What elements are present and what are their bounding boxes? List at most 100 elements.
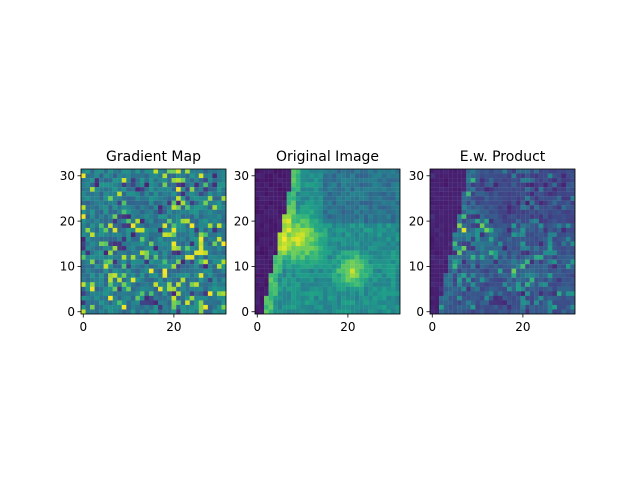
heatmap-cell	[516, 264, 521, 269]
heatmap-cell	[130, 227, 136, 233]
heatmap-cell	[268, 205, 274, 210]
heatmap-cell	[130, 200, 136, 206]
heatmap-cell	[363, 291, 369, 297]
heatmap-cell	[259, 304, 265, 310]
heatmap-cell	[313, 218, 319, 224]
heatmap-cell	[255, 182, 260, 188]
heatmap-cell	[547, 218, 553, 224]
heatmap-cell	[341, 218, 346, 224]
heatmap-cell	[268, 264, 274, 269]
heatmap-cell	[153, 264, 159, 269]
heatmap-cell	[470, 286, 476, 292]
heatmap-cell	[466, 218, 471, 224]
heatmap-cell	[457, 169, 462, 174]
heatmap-cell	[216, 223, 222, 229]
heatmap-cell	[511, 273, 517, 278]
heatmap-cell	[216, 205, 222, 210]
heatmap-cell	[395, 218, 401, 224]
heatmap-cell	[158, 209, 163, 215]
heatmap-cell	[443, 169, 449, 174]
heatmap-cell	[158, 268, 163, 274]
heatmap-cell	[313, 196, 319, 201]
heatmap-cell	[153, 259, 159, 265]
heatmap-cell	[547, 227, 553, 233]
heatmap-cell	[203, 255, 209, 260]
heatmap-cell	[207, 232, 213, 238]
heatmap-cell	[167, 205, 172, 210]
heatmap-cell	[148, 273, 154, 278]
heatmap-cell	[99, 273, 104, 278]
heatmap-cell	[121, 282, 127, 287]
heatmap-cell	[390, 205, 396, 210]
heatmap-cell	[529, 241, 535, 247]
heatmap-cell	[291, 241, 296, 247]
heatmap-cell	[322, 191, 328, 197]
heatmap-cell	[377, 255, 383, 260]
heatmap-cell	[430, 295, 435, 301]
heatmap-cell	[443, 209, 449, 215]
heatmap-cell	[268, 218, 274, 224]
heatmap-cell	[259, 191, 265, 197]
heatmap-cell	[359, 182, 364, 188]
heatmap-cell	[547, 200, 553, 206]
heatmap-cell	[148, 232, 154, 238]
heatmap-cell	[475, 304, 480, 310]
heatmap-cell	[354, 286, 360, 292]
heatmap-cell	[507, 182, 512, 188]
heatmap-cell	[94, 214, 100, 219]
heatmap-cell	[282, 214, 287, 219]
heatmap-cell	[176, 282, 181, 287]
heatmap-cell	[126, 304, 131, 310]
heatmap-cell	[99, 241, 104, 247]
heatmap-cell	[511, 182, 517, 188]
heatmap-cell	[117, 173, 122, 179]
heatmap-cell	[153, 246, 159, 251]
heatmap-cell	[207, 169, 213, 174]
heatmap-cell	[158, 282, 163, 287]
heatmap-cell	[484, 295, 490, 301]
heatmap-cell	[212, 196, 218, 201]
heatmap-cell	[534, 300, 539, 306]
heatmap-cell	[475, 173, 480, 179]
heatmap-cell	[538, 169, 544, 174]
heatmap-cell	[552, 173, 558, 179]
heatmap-cell	[457, 209, 462, 215]
heatmap-cell	[94, 291, 100, 297]
heatmap-cell	[295, 182, 301, 188]
heatmap-cell	[493, 250, 499, 256]
heatmap-cell	[126, 218, 131, 224]
heatmap-cell	[189, 169, 195, 174]
heatmap-cell	[461, 286, 467, 292]
heatmap-cell	[135, 173, 141, 179]
heatmap-cell	[295, 309, 301, 315]
heatmap-cell	[153, 209, 159, 215]
heatmap-cell	[547, 246, 553, 251]
heatmap-cell	[194, 282, 199, 287]
heatmap-cell	[103, 200, 109, 206]
heatmap-cell	[434, 205, 440, 210]
heatmap-cell	[318, 268, 324, 274]
heatmap-cell	[117, 223, 122, 229]
heatmap-cell	[318, 169, 324, 174]
heatmap-cell	[268, 259, 274, 265]
heatmap-cell	[167, 223, 172, 229]
heatmap-cell	[439, 227, 444, 233]
heatmap-cell	[282, 218, 287, 224]
heatmap-cell	[185, 236, 190, 242]
heatmap-cell	[144, 232, 150, 238]
heatmap-cell	[85, 173, 91, 179]
heatmap-cell	[520, 169, 526, 174]
heatmap-cell	[282, 295, 287, 301]
heatmap-cell	[507, 236, 512, 242]
heatmap-cell	[534, 255, 539, 260]
heatmap-cell	[273, 291, 278, 297]
heatmap-cell	[264, 196, 269, 201]
heatmap-cell	[345, 291, 351, 297]
heatmap-cell	[350, 191, 355, 197]
heatmap-cell	[207, 187, 213, 192]
heatmap-cell	[264, 304, 269, 310]
heatmap-cell	[94, 241, 100, 247]
heatmap-cell	[180, 309, 186, 315]
heatmap-cell	[538, 187, 544, 192]
heatmap-cell	[291, 227, 296, 233]
